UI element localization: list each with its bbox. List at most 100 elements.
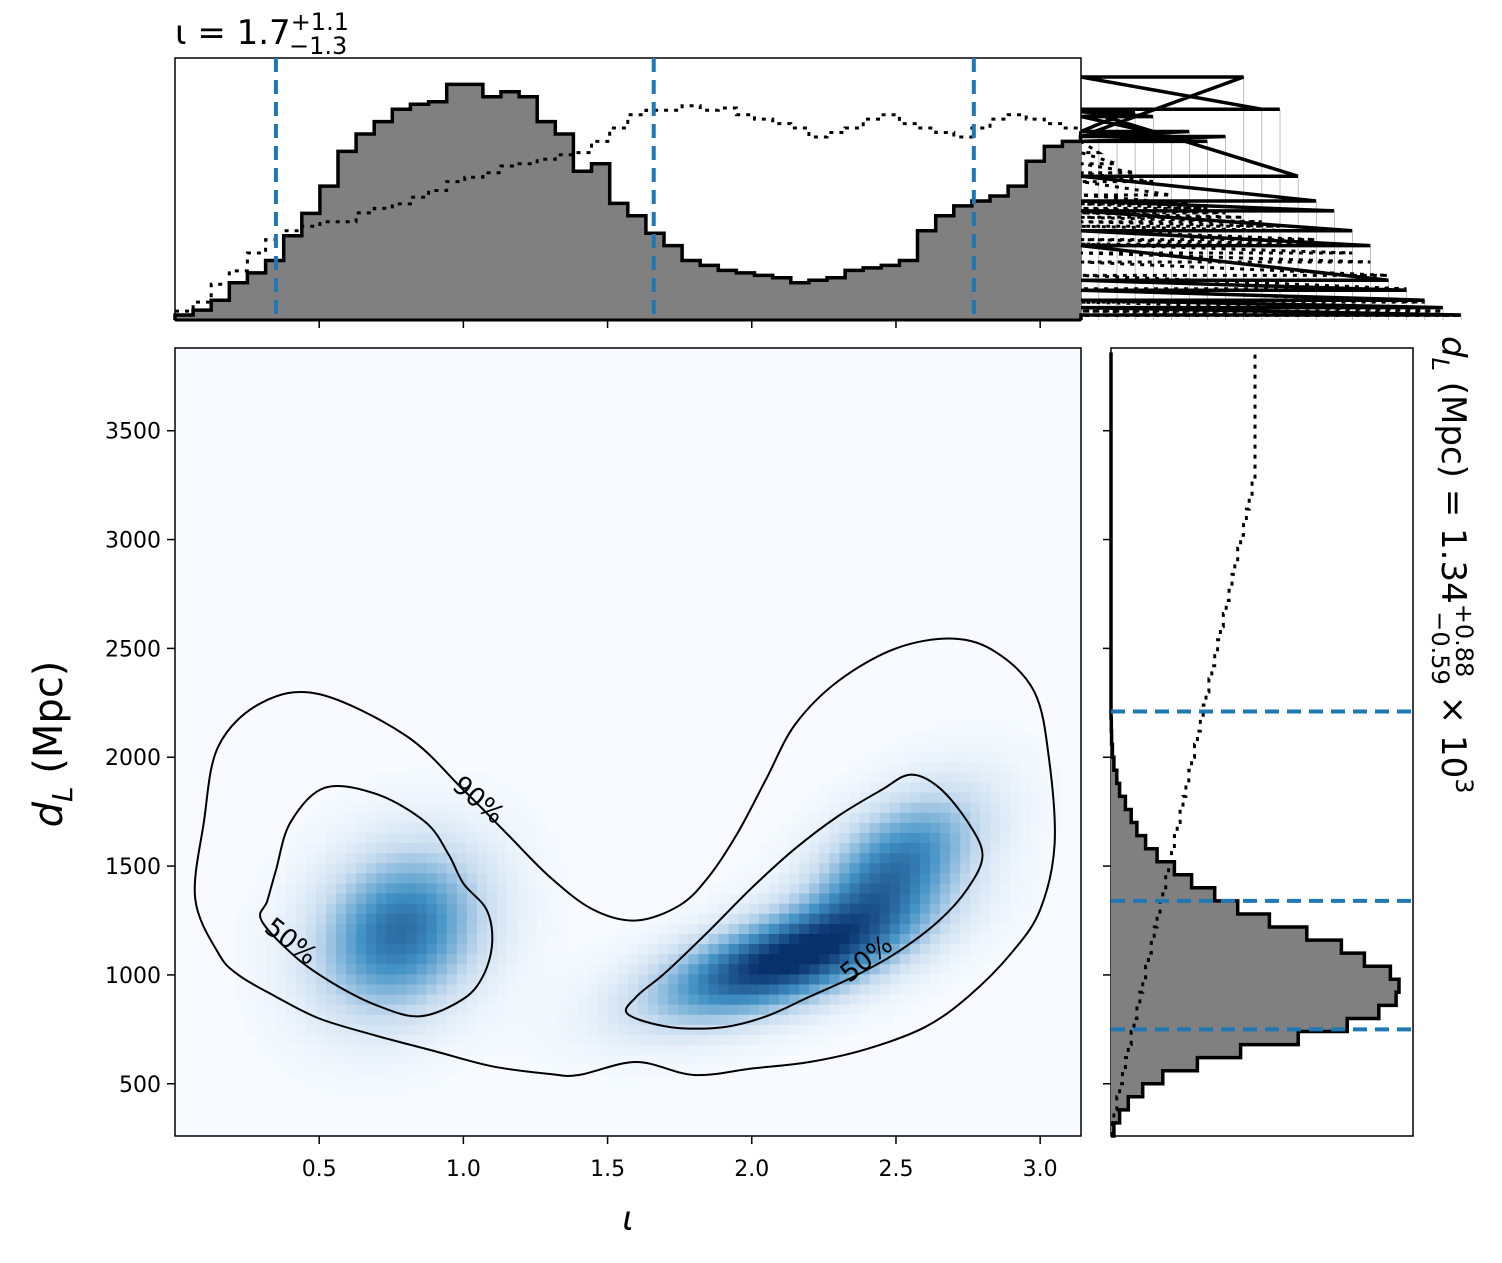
density-cell: [567, 1055, 579, 1066]
density-cell: [366, 1014, 377, 1026]
density-cell: [497, 984, 508, 996]
density-cell: [456, 802, 468, 814]
density-cell: [829, 913, 840, 925]
density-cell: [456, 883, 468, 895]
density-cell: [426, 903, 438, 915]
density-cell: [426, 762, 438, 773]
density-cell: [366, 853, 377, 864]
density-cell: [738, 913, 750, 925]
density-cell: [497, 802, 508, 814]
density-cell: [265, 1055, 277, 1066]
density-cell: [980, 913, 991, 925]
density-cell: [617, 1024, 629, 1036]
density-cell: [326, 893, 337, 905]
density-cell: [517, 994, 528, 1006]
density-cell: [678, 1055, 689, 1066]
iota-posterior-bar: [863, 267, 882, 320]
density-cell: [909, 832, 921, 844]
density-cell: [809, 802, 820, 814]
iota-posterior-bar: [1279, 109, 1281, 320]
density-cell: [487, 1014, 498, 1026]
density-cell: [688, 1024, 700, 1036]
density-cell: [789, 1014, 800, 1026]
density-cell: [356, 1055, 367, 1066]
density-cell: [950, 802, 961, 814]
density-cell: [930, 742, 941, 753]
density-cell: [416, 792, 428, 804]
density-cell: [366, 1065, 377, 1076]
density-cell: [285, 893, 297, 905]
density-cell: [557, 1055, 569, 1066]
density-cell: [436, 792, 448, 804]
density-cell: [607, 974, 619, 986]
density-cell: [688, 944, 700, 955]
density-cell: [909, 782, 921, 794]
density-cell: [366, 822, 377, 834]
density-cell: [376, 782, 387, 794]
density-cell: [456, 812, 468, 824]
density-cell: [758, 994, 770, 1006]
density-cell: [366, 792, 377, 804]
density-cell: [980, 954, 991, 965]
density-cell: [406, 772, 418, 784]
iota-posterior-bar: [682, 260, 701, 320]
density-cell: [919, 923, 931, 935]
density-cell: [557, 964, 569, 975]
density-cell: [758, 923, 770, 935]
density-cell: [799, 843, 810, 854]
density-cell: [869, 994, 881, 1006]
density-cell: [779, 863, 790, 874]
density-cell: [356, 1014, 367, 1026]
density-cell: [265, 1014, 277, 1026]
density-cell: [527, 1014, 538, 1026]
density-cell: [1030, 812, 1042, 824]
density-cell: [869, 1004, 881, 1016]
density-cell: [738, 933, 750, 945]
density-cell: [416, 1075, 428, 1087]
density-cell: [285, 923, 297, 935]
density-cell: [356, 883, 367, 895]
density-cell: [336, 832, 347, 844]
density-cell: [557, 893, 569, 905]
density-cell: [436, 772, 448, 784]
density-cell: [477, 812, 488, 824]
density-cell: [416, 883, 428, 895]
density-cell: [517, 1024, 528, 1036]
density-cell: [507, 1014, 518, 1026]
density-cell: [779, 843, 790, 854]
density-cell: [537, 984, 549, 996]
density-cell: [1040, 873, 1052, 885]
density-cell: [315, 903, 327, 915]
iota-posterior-bar: [392, 109, 411, 320]
distance-posterior-bar: [1111, 822, 1137, 837]
density-cell: [537, 1055, 549, 1066]
density-cell: [426, 994, 438, 1006]
density-cell: [1010, 731, 1022, 743]
density-cell: [487, 843, 498, 854]
density-cell: [859, 832, 871, 844]
iota-posterior-bar: [1315, 200, 1317, 320]
iota-posterior-bar: [953, 205, 973, 320]
density-cell: [235, 913, 247, 925]
density-cell: [889, 802, 901, 814]
density-cell: [799, 984, 810, 996]
density-cell: [990, 883, 1002, 895]
density-cell: [889, 954, 901, 965]
density-cell: [497, 923, 508, 935]
density-cell: [396, 843, 408, 854]
density-cell: [527, 1045, 538, 1056]
density-cell: [406, 792, 418, 804]
density-cell: [1020, 913, 1032, 925]
density-cell: [970, 964, 981, 975]
density-cell: [315, 923, 327, 935]
density-cell: [305, 832, 317, 844]
density-cell: [779, 994, 790, 1006]
density-cell: [799, 944, 810, 955]
density-cell: [648, 1014, 659, 1026]
density-cell: [315, 832, 327, 844]
density-cell: [577, 964, 589, 975]
iota-marginal-ticks: [175, 318, 1081, 328]
density-cell: [899, 812, 911, 824]
density-cell: [416, 802, 428, 814]
density-cell: [1020, 731, 1032, 743]
